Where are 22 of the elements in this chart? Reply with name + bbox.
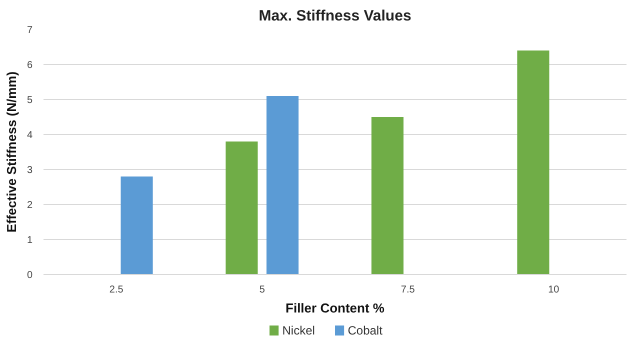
chart-title: Max. Stiffness Values bbox=[258, 8, 412, 24]
bar bbox=[120, 176, 153, 274]
x-tick-label: 5 bbox=[259, 284, 266, 296]
bar bbox=[517, 50, 550, 274]
y-axis-title: Effective Stiffness (N/mm) bbox=[4, 71, 19, 233]
bar bbox=[371, 117, 404, 274]
y-tick-label: 4 bbox=[26, 130, 33, 141]
bar bbox=[266, 96, 299, 274]
x-tick-label: 10 bbox=[548, 284, 560, 296]
y-tick-label: 5 bbox=[26, 95, 33, 106]
bar bbox=[226, 142, 258, 274]
y-tick-label: 3 bbox=[26, 165, 33, 176]
x-axis-title: Filler Content % bbox=[286, 300, 385, 316]
x-tick-label: 7.5 bbox=[400, 284, 416, 296]
y-tick-label: 0 bbox=[26, 270, 33, 281]
y-tick-label: 6 bbox=[26, 60, 33, 71]
y-tick-label: 7 bbox=[26, 25, 33, 36]
y-tick-label: 1 bbox=[26, 235, 33, 246]
legend-label: Cobalt bbox=[348, 324, 384, 338]
x-tick-label: 2.5 bbox=[109, 284, 124, 296]
y-tick-label: 2 bbox=[26, 200, 33, 211]
legend-label: Nickel bbox=[282, 324, 315, 338]
